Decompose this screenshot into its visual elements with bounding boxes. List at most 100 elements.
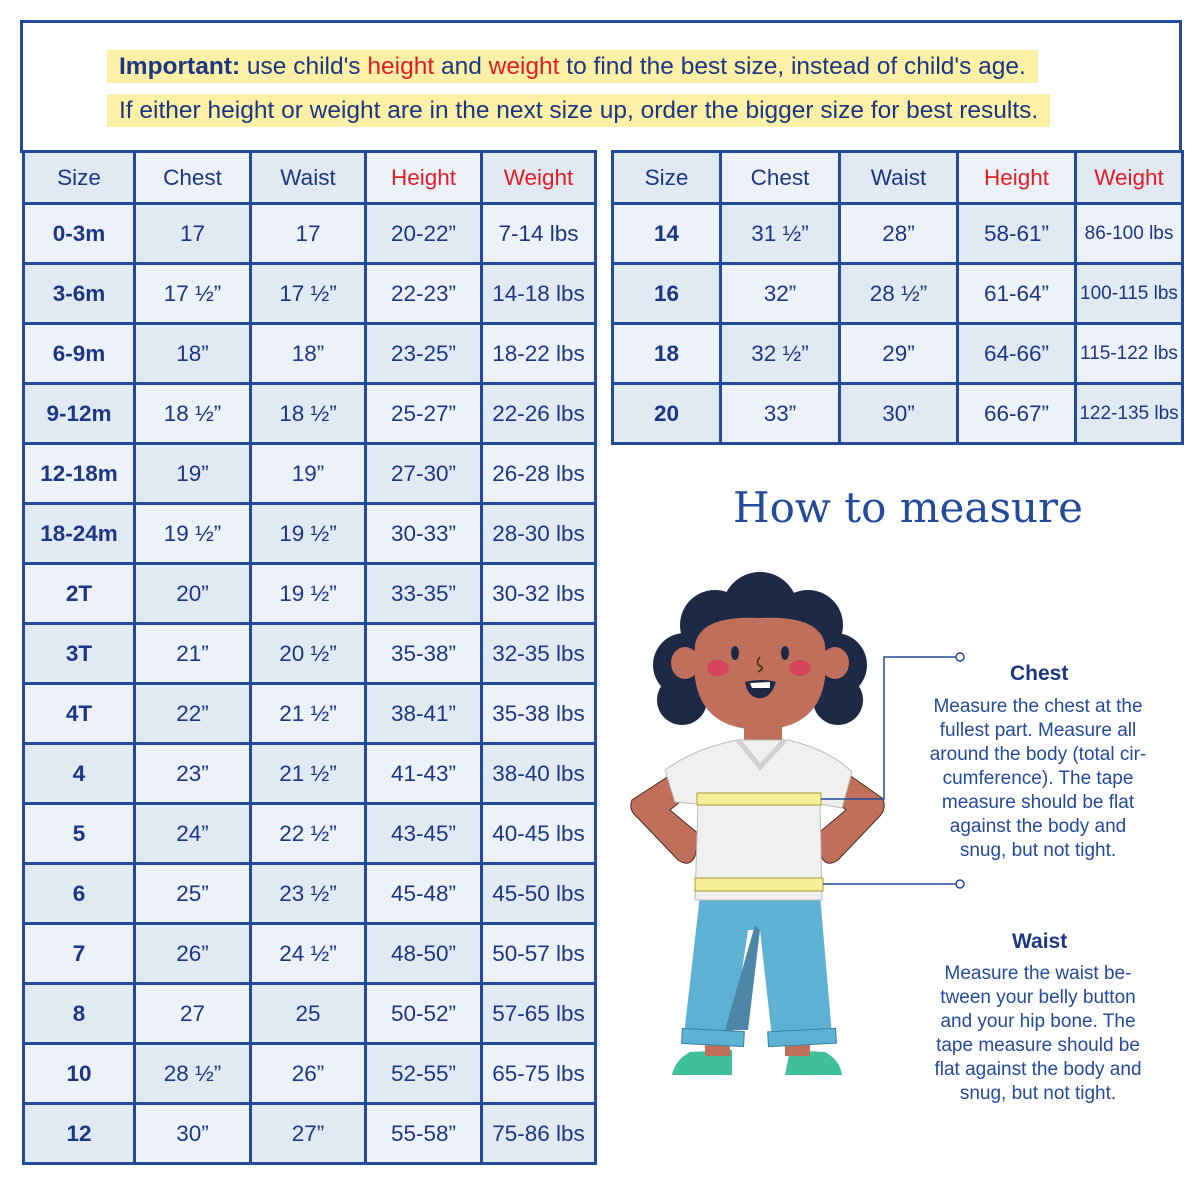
cell-weight: 38-40 lbs <box>480 742 597 805</box>
table-row: 7 26” 24 ½” 48-50” 50-57 lbs <box>22 922 597 985</box>
cell-height: 30-33” <box>364 502 483 565</box>
table-row: 4 23” 21 ½” 41-43” 38-40 lbs <box>22 742 597 805</box>
cell-height: 64-66” <box>956 322 1077 385</box>
cell-height: 61-64” <box>956 262 1077 325</box>
size-table-large: Size Chest Waist Height Weight 14 31 ½” 28” 58-… <box>611 150 1184 445</box>
cell-height: 25-27” <box>364 382 483 445</box>
cell-waist: 18 ½” <box>249 382 367 445</box>
table-header-row: Size Chest Waist Height Weight <box>22 150 597 205</box>
cell-chest: 32” <box>719 262 841 325</box>
waist-instructions: Measure the waist be-tween your belly bu… <box>908 962 1168 1106</box>
table-row: 18 32 ½” 29” 64-66” 115-122 lbs <box>611 322 1184 385</box>
cell-size: 6 <box>22 862 136 925</box>
cell-size: 5 <box>22 802 136 865</box>
chest-instruction-line: against the body and <box>949 816 1127 837</box>
column-header-height: Height <box>956 150 1077 205</box>
waist-tape-measure-icon <box>694 877 824 892</box>
cell-waist: 28 ½” <box>838 262 959 325</box>
column-header-size: Size <box>22 150 136 205</box>
cell-weight: 40-45 lbs <box>480 802 597 865</box>
notice-height-word: height <box>367 53 435 80</box>
cell-waist: 21 ½” <box>249 742 367 805</box>
cell-weight: 7-14 lbs <box>480 202 597 265</box>
cell-waist: 19 ½” <box>249 562 367 625</box>
cell-chest: 17 <box>133 202 252 265</box>
cell-weight: 14-18 lbs <box>480 262 597 325</box>
column-header-size: Size <box>611 150 722 205</box>
cell-waist: 30” <box>838 382 959 445</box>
cell-size: 14 <box>611 202 722 265</box>
cell-waist: 28” <box>838 202 959 265</box>
cell-chest: 20” <box>133 562 252 625</box>
cell-waist: 26” <box>249 1042 367 1105</box>
cell-waist: 23 ½” <box>249 862 367 925</box>
table-row: 16 32” 28 ½” 61-64” 100-115 lbs <box>611 262 1184 325</box>
cell-weight: 65-75 lbs <box>480 1042 597 1105</box>
cell-weight: 122-135 lbs <box>1074 382 1184 445</box>
size-table-small: Size Chest Waist Height Weight 0-3m 17 17 20-22… <box>22 150 597 1165</box>
table-header-row: Size Chest Waist Height Weight <box>611 150 1184 205</box>
cell-size: 20 <box>611 382 722 445</box>
cell-chest: 19 ½” <box>133 502 252 565</box>
cell-size: 3-6m <box>22 262 136 325</box>
cell-size: 18 <box>611 322 722 385</box>
chest-instruction-line: cumference). The tape <box>942 768 1134 789</box>
cell-weight: 57-65 lbs <box>480 982 597 1045</box>
chest-instruction-line: around the body (total cir- <box>929 744 1147 765</box>
column-header-weight: Weight <box>1074 150 1184 205</box>
chest-tape-measure-icon <box>696 792 822 806</box>
cell-waist: 17 ½” <box>249 262 367 325</box>
cell-size: 16 <box>611 262 722 325</box>
cell-chest: 26” <box>133 922 252 985</box>
cell-waist: 17 <box>249 202 367 265</box>
cell-chest: 23” <box>133 742 252 805</box>
cell-waist: 29” <box>838 322 959 385</box>
cell-waist: 19” <box>249 442 367 505</box>
cell-chest: 31 ½” <box>719 202 841 265</box>
table-row: 10 28 ½” 26” 52-55” 65-75 lbs <box>22 1042 597 1105</box>
cell-chest: 21” <box>133 622 252 685</box>
waist-instruction-line: flat against the body and <box>934 1059 1142 1080</box>
cell-chest: 28 ½” <box>133 1042 252 1105</box>
waist-instruction-line: snug, but not tight. <box>959 1083 1117 1104</box>
cell-weight: 75-86 lbs <box>480 1102 597 1165</box>
table-row: 2T 20” 19 ½” 33-35” 30-32 lbs <box>22 562 597 625</box>
child-measuring-illustration <box>630 572 965 1075</box>
cell-size: 8 <box>22 982 136 1045</box>
cell-waist: 20 ½” <box>249 622 367 685</box>
table-row: 14 31 ½” 28” 58-61” 86-100 lbs <box>611 202 1184 265</box>
cell-weight: 30-32 lbs <box>480 562 597 625</box>
cell-waist: 18” <box>249 322 367 385</box>
cell-size: 10 <box>22 1042 136 1105</box>
cell-height: 22-23” <box>364 262 483 325</box>
cell-chest: 27 <box>133 982 252 1045</box>
cell-chest: 22” <box>133 682 252 745</box>
cell-weight: 35-38 lbs <box>480 682 597 745</box>
cell-waist: 19 ½” <box>249 502 367 565</box>
cell-height: 35-38” <box>364 622 483 685</box>
table-row: 6-9m 18” 18” 23-25” 18-22 lbs <box>22 322 597 385</box>
cell-height: 23-25” <box>364 322 483 385</box>
notice-weight-word: weight <box>488 53 560 80</box>
waist-instruction-line: and your hip bone. The <box>940 1011 1136 1032</box>
cell-size: 7 <box>22 922 136 985</box>
notice-important-label: Important: <box>119 53 241 80</box>
cell-weight: 32-35 lbs <box>480 622 597 685</box>
table-row: 12 30” 27” 55-58” 75-86 lbs <box>22 1102 597 1165</box>
cell-height: 66-67” <box>956 382 1077 445</box>
chest-instructions: Measure the chest at the fullest part. Me… <box>908 695 1168 863</box>
how-to-measure-title: How to measure <box>733 483 1083 532</box>
cell-size: 3T <box>22 622 136 685</box>
column-header-weight: Weight <box>480 150 597 205</box>
table-row: 4T 22” 21 ½” 38-41” 35-38 lbs <box>22 682 597 745</box>
waist-label: Waist <box>1012 930 1068 953</box>
cell-weight: 115-122 lbs <box>1074 322 1184 385</box>
cell-size: 9-12m <box>22 382 136 445</box>
column-header-chest: Chest <box>719 150 841 205</box>
cell-height: 38-41” <box>364 682 483 745</box>
column-header-chest: Chest <box>133 150 252 205</box>
table-row: 3T 21” 20 ½” 35-38” 32-35 lbs <box>22 622 597 685</box>
notice-text: and <box>434 53 489 80</box>
cell-weight: 18-22 lbs <box>480 322 597 385</box>
cell-height: 58-61” <box>956 202 1077 265</box>
